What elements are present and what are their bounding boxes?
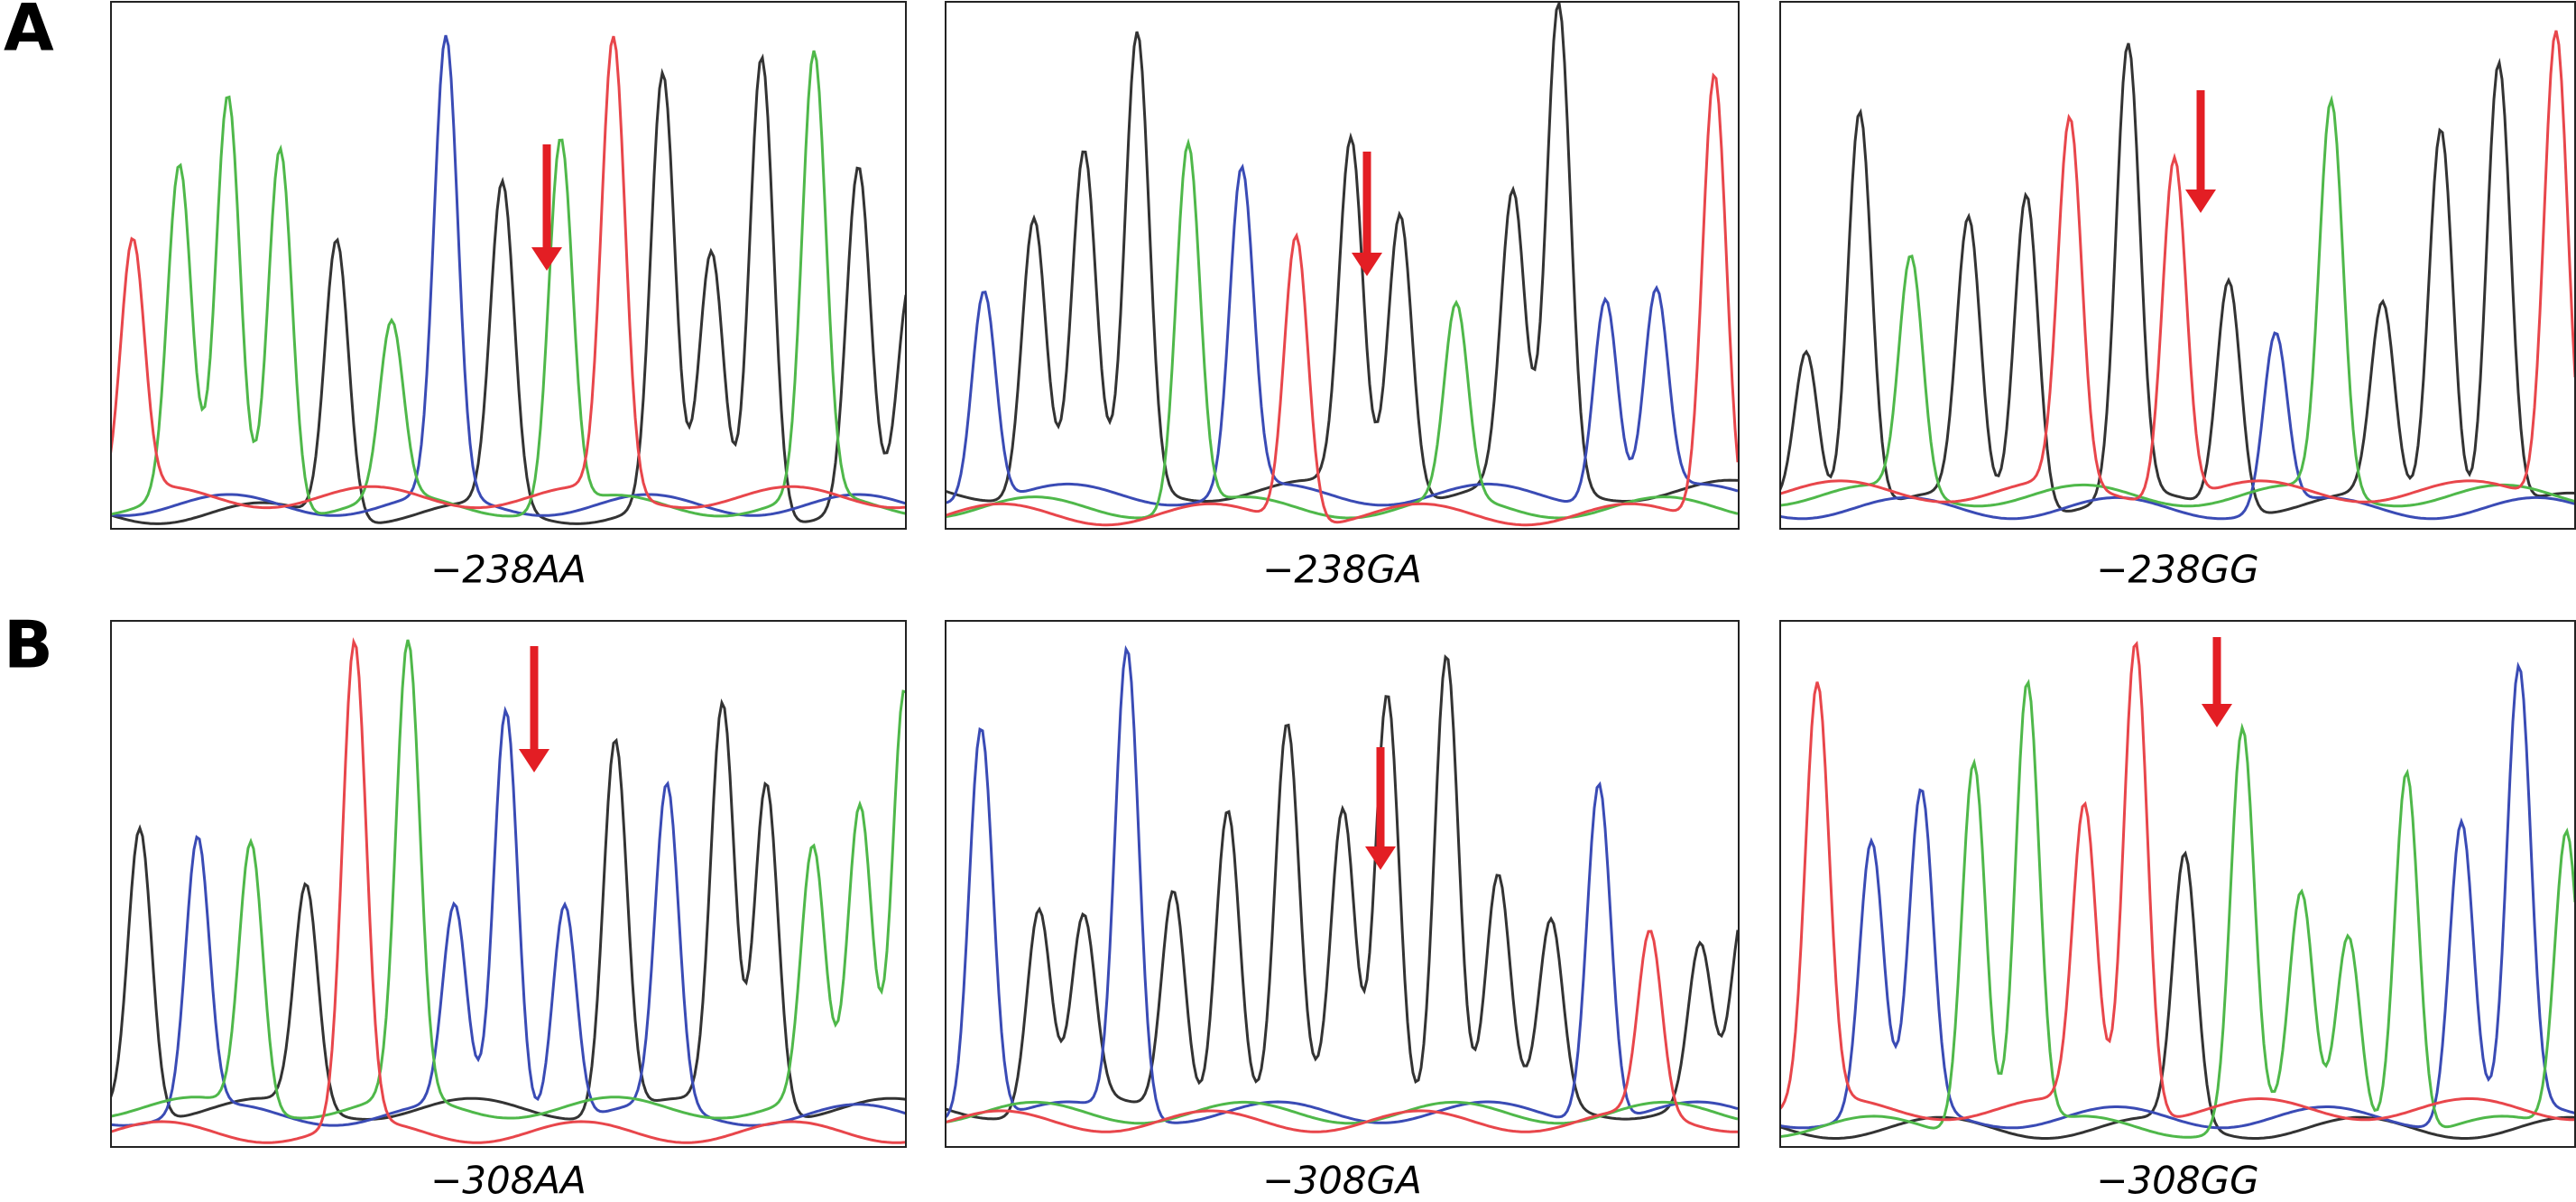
trace (110, 637, 907, 1144)
caption: −238GG (2096, 548, 2258, 592)
panel-frame (1779, 1, 2576, 530)
trace (1779, 679, 2576, 1139)
chromatogram (1779, 620, 2576, 1148)
panel-frame (945, 1, 1740, 530)
trace (945, 72, 1740, 527)
trace (1779, 641, 2575, 1122)
caption: −238GA (1262, 548, 1422, 592)
trace (945, 137, 1739, 520)
arrow-head (531, 247, 562, 271)
trace (945, 653, 1740, 1121)
trace (945, 644, 1739, 1124)
arrow-head (1352, 253, 1382, 276)
trace (110, 35, 907, 510)
arrow-head (2185, 190, 2216, 213)
chromatogram (110, 1, 907, 530)
caption: −308GA (1262, 1159, 1422, 1202)
trace (110, 50, 907, 518)
trace (945, 929, 1739, 1133)
trace (1779, 30, 2576, 504)
trace (110, 53, 907, 525)
trace (110, 706, 907, 1127)
trace (110, 639, 907, 1120)
caption: −308AA (430, 1159, 586, 1202)
panel-frame (110, 620, 907, 1148)
panel-label: A (4, 0, 54, 66)
arrow-head (519, 749, 549, 772)
caption: −238AA (430, 548, 586, 592)
trace (110, 34, 907, 517)
caption: −308GG (2096, 1159, 2258, 1202)
trace (1779, 850, 2576, 1140)
chromatogram (945, 1, 1740, 530)
trace (1779, 661, 2576, 1130)
trace (1779, 42, 2576, 514)
panel-frame (945, 620, 1740, 1148)
trace (110, 698, 907, 1122)
arrow-head (1365, 846, 1396, 870)
panel-label: B (4, 607, 53, 683)
trace (1779, 95, 2576, 508)
chromatogram (945, 620, 1740, 1148)
arrow-head (2202, 704, 2232, 727)
trace (945, 163, 1739, 507)
chromatogram (1779, 1, 2576, 530)
chromatogram (110, 620, 907, 1148)
trace (945, 2, 1739, 503)
panel-frame (1779, 620, 2576, 1148)
panel-frame (110, 1, 907, 530)
